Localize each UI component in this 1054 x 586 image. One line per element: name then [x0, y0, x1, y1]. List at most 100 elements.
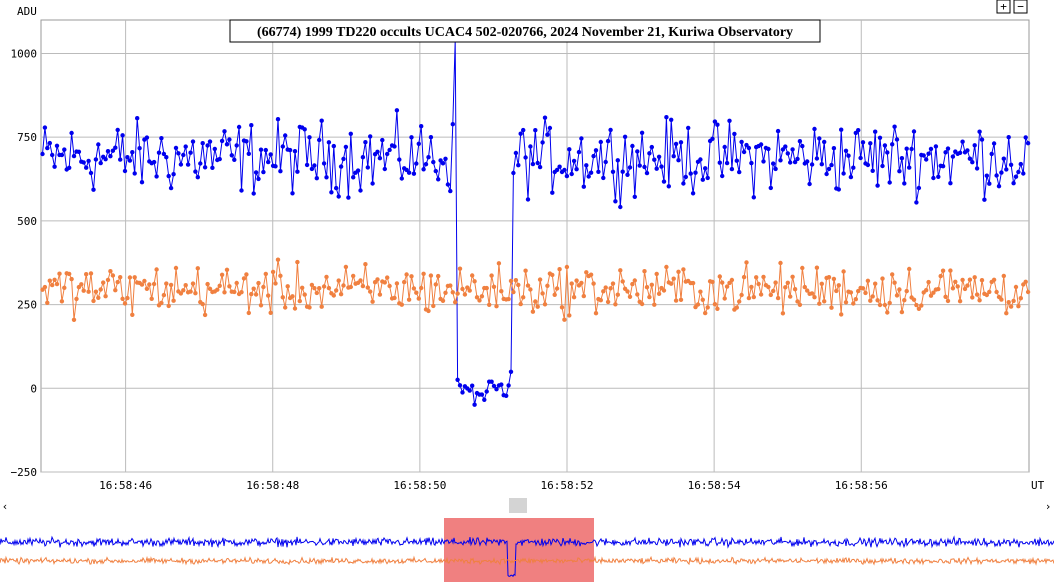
series-point: [132, 275, 137, 280]
series-point: [122, 168, 128, 174]
overview-strip[interactable]: [0, 516, 1054, 586]
series-point: [287, 147, 293, 153]
series-point: [283, 305, 288, 310]
series-point: [715, 306, 720, 311]
series-point: [151, 281, 157, 287]
series-point: [200, 301, 205, 307]
series-point: [198, 161, 203, 166]
series-point: [756, 281, 761, 287]
series-point: [654, 271, 659, 277]
series-point: [593, 311, 599, 316]
series-point: [758, 142, 764, 147]
series-point: [902, 181, 907, 186]
series-point: [98, 160, 103, 166]
series-point: [132, 171, 137, 176]
series-point: [722, 296, 727, 301]
series-point: [841, 171, 846, 176]
series-point: [991, 141, 997, 146]
series-point: [856, 128, 861, 133]
zoom-in-button[interactable]: +: [996, 0, 1011, 14]
series-point: [1018, 161, 1023, 167]
series-point: [795, 156, 800, 162]
series-point: [470, 383, 475, 388]
series-point: [875, 183, 880, 188]
series-point: [945, 146, 951, 151]
series-point: [1006, 300, 1011, 305]
series-point: [79, 282, 84, 287]
series-point: [156, 150, 162, 155]
series-point: [506, 383, 511, 388]
series-point: [115, 279, 120, 285]
series-point: [877, 302, 883, 308]
series-point: [246, 310, 251, 316]
y-axis-label: ADU: [17, 5, 37, 18]
series-point: [865, 162, 871, 168]
series-point: [144, 135, 150, 140]
series-point: [217, 283, 222, 288]
series-point: [814, 265, 820, 270]
series-point: [868, 298, 873, 303]
series-point: [542, 302, 548, 307]
series-point: [154, 267, 159, 272]
series-point: [754, 275, 759, 280]
series-point: [115, 127, 120, 133]
series-point: [273, 164, 278, 169]
zoom-out-button[interactable]: −: [1013, 0, 1028, 14]
series-point: [263, 271, 268, 277]
series-point: [341, 283, 346, 288]
series-point: [785, 151, 790, 156]
series-point: [127, 158, 133, 163]
series-point: [504, 393, 509, 398]
plot-area: [40, 19, 1030, 473]
series-point: [118, 157, 123, 162]
series-point: [516, 163, 521, 168]
series-point: [428, 273, 434, 278]
series-point: [518, 301, 523, 307]
series-point: [295, 259, 300, 265]
series-point: [955, 284, 960, 289]
series-point: [96, 295, 101, 300]
series-point: [598, 139, 603, 145]
series-point: [93, 289, 99, 294]
series-point: [215, 287, 220, 292]
series-point: [639, 301, 645, 307]
scrollbar-thumb[interactable]: [509, 498, 527, 513]
series-point: [902, 298, 907, 303]
series-point: [911, 129, 917, 134]
series-point: [217, 156, 222, 162]
series-point: [911, 297, 917, 302]
series-point: [807, 181, 812, 187]
series-point: [916, 306, 922, 311]
series-point: [168, 185, 174, 191]
series-point: [892, 280, 897, 285]
series-point: [1013, 174, 1019, 179]
series-point: [164, 281, 169, 286]
series-point: [302, 127, 307, 132]
series-point: [176, 151, 181, 156]
series-point: [564, 173, 570, 179]
scroll-left-arrow[interactable]: ‹: [2, 500, 9, 513]
series-point: [103, 157, 108, 162]
series-point: [783, 144, 788, 149]
series-point: [394, 281, 400, 286]
series-point: [576, 149, 582, 155]
series-point: [987, 181, 992, 186]
series-point: [567, 313, 572, 318]
scroll-right-arrow[interactable]: ›: [1045, 500, 1052, 513]
series-point: [317, 137, 322, 143]
series-point: [610, 281, 616, 286]
series-point: [307, 305, 312, 310]
series-point: [907, 165, 912, 170]
series-point: [829, 162, 834, 168]
series-point: [438, 158, 443, 163]
overview-selection[interactable]: [444, 518, 594, 582]
series-point: [758, 292, 764, 297]
scrollbar[interactable]: ‹ ›: [2, 498, 1052, 513]
series-point: [93, 157, 99, 162]
series-point: [275, 257, 281, 262]
series-point: [319, 304, 324, 309]
series-point: [67, 271, 72, 277]
series-point: [479, 294, 485, 299]
series-point: [236, 124, 242, 130]
series-point: [533, 128, 538, 133]
